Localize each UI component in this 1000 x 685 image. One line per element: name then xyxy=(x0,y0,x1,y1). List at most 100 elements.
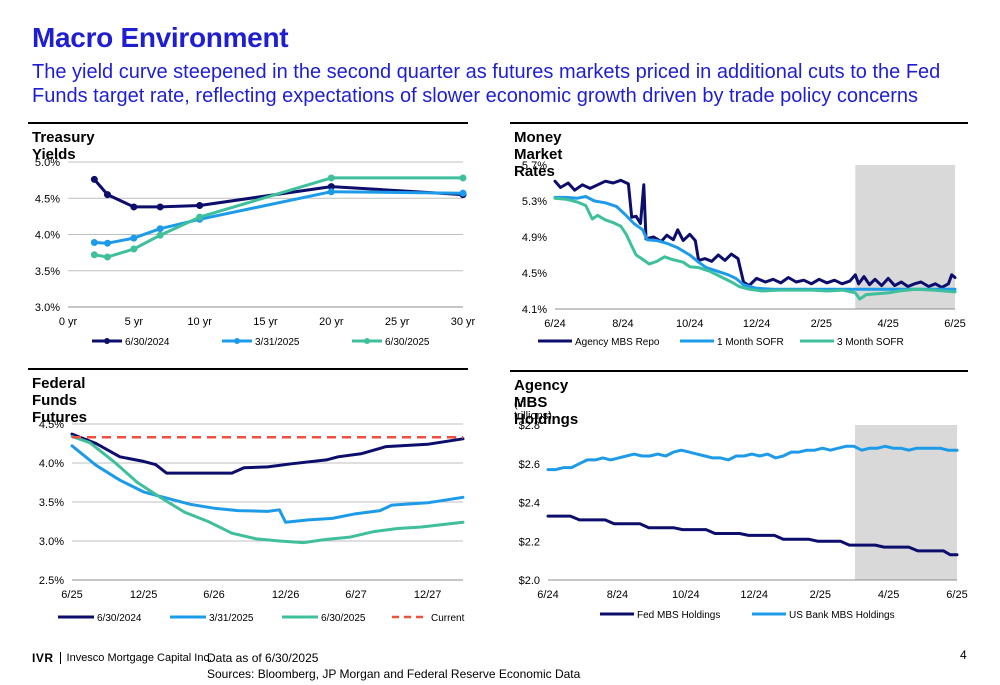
y-tick-label: 3.0% xyxy=(35,302,60,314)
legend-marker xyxy=(104,338,110,344)
y-tick-label: 4.0% xyxy=(35,230,60,242)
series-marker-2 xyxy=(459,174,467,182)
series-line-2 xyxy=(553,196,957,301)
x-tick-label: 6/25 xyxy=(944,318,965,330)
x-tick-label: 4/25 xyxy=(878,589,899,601)
x-tick-label: 6/27 xyxy=(345,589,366,601)
x-tick-label: 20 yr xyxy=(319,316,344,328)
panel-rule xyxy=(28,122,468,124)
legend-marker xyxy=(364,338,370,344)
sources-note: Sources: Bloomberg, JP Morgan and Federa… xyxy=(207,667,581,681)
y-tick-label: 4.1% xyxy=(522,304,547,316)
legend-label: 1 Month SOFR xyxy=(717,337,784,348)
y-tick-label: $2.0 xyxy=(519,575,540,587)
series-line-0 xyxy=(70,432,465,475)
x-tick-label: 5 yr xyxy=(125,316,144,328)
y-tick-label: 5.0% xyxy=(35,157,60,169)
series-marker-1 xyxy=(156,225,164,233)
series-marker-1 xyxy=(459,189,467,197)
panel-title: Federal Funds Futures xyxy=(32,375,88,426)
y-tick-label: 3.5% xyxy=(39,497,64,509)
y-tick-label: 4.5% xyxy=(522,268,547,280)
page-subtitle: The yield curve steepened in the second … xyxy=(32,61,941,107)
footnote: Data as of 6/30/2025 Sources: Bloomberg,… xyxy=(207,650,580,682)
legend-label: 6/30/2025 xyxy=(385,337,430,348)
x-tick-label: 6/25 xyxy=(61,589,82,601)
data-date-note: Data as of 6/30/2025 xyxy=(207,651,319,665)
series-marker-1 xyxy=(104,239,111,247)
x-tick-label: 2/25 xyxy=(810,589,831,601)
y-tick-label: 4.5% xyxy=(35,193,60,205)
y-tick-label: $2.6 xyxy=(519,459,540,471)
legend-label: 3 Month SOFR xyxy=(837,337,904,348)
series-marker-2 xyxy=(327,174,335,182)
x-tick-label: 0 yr xyxy=(59,316,78,328)
series-marker-1 xyxy=(130,234,138,242)
y-tick-label: $2.2 xyxy=(519,536,540,548)
series-marker-0 xyxy=(104,191,111,199)
y-tick-label: 4.0% xyxy=(39,458,64,470)
series-marker-0 xyxy=(327,183,335,191)
series-line-1 xyxy=(553,195,957,291)
y-tick-label: 3.5% xyxy=(35,266,60,278)
x-tick-label: 12/24 xyxy=(740,589,768,601)
series-marker-0 xyxy=(130,203,138,211)
x-tick-label: 6/26 xyxy=(203,589,224,601)
y-tick-label: 3.0% xyxy=(39,536,64,548)
legend-label: 6/30/2025 xyxy=(321,613,366,624)
legend-label: Agency MBS Repo xyxy=(575,337,660,348)
panel-rule xyxy=(510,122,968,124)
x-tick-label: 10/24 xyxy=(672,589,700,601)
series-line-1 xyxy=(546,444,959,472)
panel-title: Treasury Yields xyxy=(32,129,95,163)
panel-subtitle: (in trillions) xyxy=(514,398,552,422)
y-tick-label: $2.8 xyxy=(519,420,540,432)
x-tick-label: 4/25 xyxy=(877,318,898,330)
page-number: 4 xyxy=(960,648,967,662)
series-marker-2 xyxy=(104,253,111,261)
y-tick-label: $2.4 xyxy=(519,498,540,510)
legend-label: Fed MBS Holdings xyxy=(637,610,720,621)
legend-label: US Bank MBS Holdings xyxy=(789,610,895,621)
x-tick-label: 30 yr xyxy=(451,316,476,328)
x-tick-label: 12/24 xyxy=(743,318,771,330)
x-tick-label: 12/25 xyxy=(130,589,158,601)
panel-title: Money Market Rates xyxy=(514,129,563,180)
logo-divider xyxy=(59,652,61,664)
x-tick-label: 12/26 xyxy=(272,589,300,601)
series-line-0 xyxy=(553,178,957,289)
y-tick-label: 5.3% xyxy=(522,196,547,208)
panel-rule xyxy=(510,370,968,372)
series-line-1 xyxy=(70,444,465,524)
x-tick-label: 8/24 xyxy=(607,589,628,601)
series-marker-2 xyxy=(156,231,164,239)
legend-marker xyxy=(234,338,240,344)
company-logo: IVR Invesco Mortgage Capital Inc. xyxy=(32,651,212,665)
x-tick-label: 15 yr xyxy=(253,316,278,328)
x-tick-label: 10/24 xyxy=(676,318,704,330)
x-tick-label: 10 yr xyxy=(187,316,212,328)
x-tick-label: 6/25 xyxy=(946,589,967,601)
x-tick-label: 25 yr xyxy=(385,316,410,328)
x-tick-label: 8/24 xyxy=(612,318,633,330)
series-marker-1 xyxy=(327,188,335,196)
legend-label: Current xyxy=(431,613,465,624)
series-marker-2 xyxy=(196,213,204,221)
legend-label: 3/31/2025 xyxy=(255,337,300,348)
legend-label: 6/30/2024 xyxy=(97,613,142,624)
y-tick-label: 4.9% xyxy=(522,232,547,244)
logo-text: Invesco Mortgage Capital Inc. xyxy=(66,652,213,664)
x-tick-label: 6/24 xyxy=(544,318,565,330)
series-marker-0 xyxy=(90,175,98,183)
panel-rule xyxy=(28,368,468,370)
series-marker-2 xyxy=(90,251,98,259)
series-line-0 xyxy=(546,514,959,557)
legend-label: 6/30/2024 xyxy=(125,337,170,348)
series-line-2 xyxy=(70,435,465,545)
panel-title: Agency MBS Holdings xyxy=(514,377,579,428)
legend-label: 3/31/2025 xyxy=(209,613,254,624)
